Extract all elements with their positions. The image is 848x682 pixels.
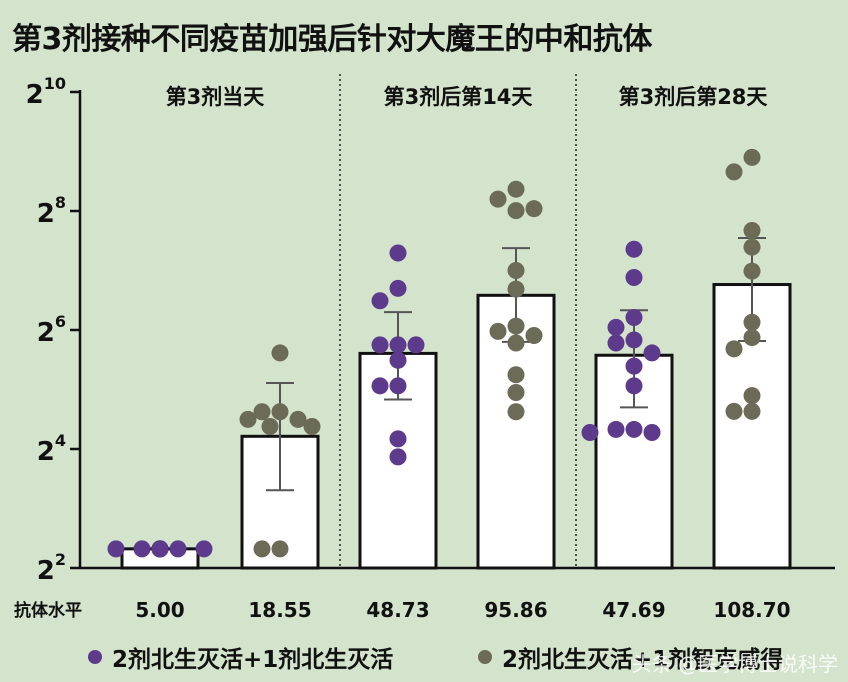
gray-data-point xyxy=(725,340,743,358)
purple-data-point xyxy=(625,331,643,349)
gray-data-point xyxy=(289,410,307,428)
gray-data-point xyxy=(507,202,525,220)
legend-item-purple: 2剂北生灭活+1剂北生灭活 xyxy=(88,640,393,674)
gray-data-point xyxy=(507,384,525,402)
gray-data-point xyxy=(525,327,543,345)
group-label: 第3剂后第14天 xyxy=(384,85,534,109)
watermark: 头条 @医学博士说科学 xyxy=(631,652,838,676)
y-tick-label: 22 xyxy=(37,550,66,586)
gray-data-point xyxy=(743,148,761,166)
purple-data-point xyxy=(625,309,643,327)
gray-data-point xyxy=(507,262,525,279)
purple-data-point xyxy=(625,357,643,375)
gray-data-point xyxy=(489,322,507,340)
purple-data-point xyxy=(625,268,643,286)
purple-data-point xyxy=(151,540,169,558)
purple-data-point xyxy=(169,540,187,558)
purple-data-point xyxy=(581,423,599,441)
purple-data-point xyxy=(389,279,407,297)
gray-data-point xyxy=(507,403,525,421)
gray-data-point xyxy=(507,366,525,384)
gray-data-point xyxy=(525,200,543,218)
gray-data-point xyxy=(271,403,289,421)
gray-data-point xyxy=(253,540,271,558)
gray-data-point xyxy=(253,403,271,421)
gray-data-point xyxy=(743,329,761,347)
gray-data-point xyxy=(507,180,525,198)
gray-data-point xyxy=(743,238,761,256)
purple-data-point xyxy=(107,540,125,558)
gray-data-point xyxy=(271,344,289,362)
purple-data-point xyxy=(625,377,643,395)
purple-data-point xyxy=(389,244,407,262)
group-label: 第3剂当天 xyxy=(166,85,266,109)
antibody-level-label: 95.86 xyxy=(484,598,547,622)
legend-purple-dot-icon xyxy=(88,650,102,664)
gray-data-point xyxy=(507,280,525,298)
antibody-level-label: 47.69 xyxy=(602,598,665,622)
antibody-level-label: 18.55 xyxy=(248,598,311,622)
purple-data-point xyxy=(389,351,407,369)
antibody-level-label: 5.00 xyxy=(135,598,184,622)
purple-data-point xyxy=(371,377,389,395)
purple-data-point xyxy=(195,540,213,558)
purple-data-point xyxy=(643,423,661,441)
purple-data-point xyxy=(607,334,625,352)
y-tick-label: 24 xyxy=(37,431,66,467)
purple-data-point xyxy=(371,292,389,310)
purple-data-point xyxy=(643,344,661,362)
legend-gray-label: 2剂北生灭活+1剂智克威得 xyxy=(502,647,784,673)
gray-data-point xyxy=(743,402,761,420)
purple-data-point xyxy=(625,420,643,438)
purple-data-point xyxy=(371,336,389,354)
y-tick-label: 210 xyxy=(26,74,66,110)
purple-data-point xyxy=(389,430,407,448)
gray-data-point xyxy=(725,402,743,420)
purple-data-point xyxy=(389,377,407,395)
purple-data-point xyxy=(625,240,643,258)
purple-data-point xyxy=(133,540,151,558)
antibody-level-label: 48.73 xyxy=(366,598,429,622)
row-label: 抗体水平 xyxy=(14,600,82,621)
gray-data-point xyxy=(507,317,525,335)
gray-data-point xyxy=(743,262,761,280)
purple-data-point xyxy=(389,448,407,466)
y-tick-label: 28 xyxy=(37,193,66,229)
gray-data-point xyxy=(239,410,257,428)
legend: 2剂北生灭活+1剂北生灭活 2剂北生灭活+1剂智克威得 xyxy=(0,640,848,674)
purple-data-point xyxy=(607,318,625,336)
legend-gray-dot-icon xyxy=(478,650,492,664)
legend-item-gray: 2剂北生灭活+1剂智克威得 xyxy=(478,640,783,674)
purple-data-point xyxy=(607,420,625,438)
chart-title: 第3剂接种不同疫苗加强后针对大魔王的中和抗体 xyxy=(12,22,652,57)
gray-data-point xyxy=(261,417,279,435)
y-tick-label: 26 xyxy=(37,312,66,348)
gray-data-point xyxy=(743,313,761,331)
gray-data-point xyxy=(271,540,289,558)
purple-data-point xyxy=(389,336,407,354)
group-label: 第3剂后第28天 xyxy=(619,85,769,109)
antibody-level-label: 108.70 xyxy=(713,598,790,622)
gray-data-point xyxy=(489,190,507,208)
purple-data-point xyxy=(407,336,425,354)
gray-data-point xyxy=(743,387,761,405)
gray-data-point xyxy=(725,163,743,181)
gray-data-point xyxy=(743,221,761,239)
gray-data-point xyxy=(507,334,525,352)
legend-purple-label: 2剂北生灭活+1剂北生灭活 xyxy=(112,647,394,673)
gray-data-point xyxy=(303,417,321,435)
